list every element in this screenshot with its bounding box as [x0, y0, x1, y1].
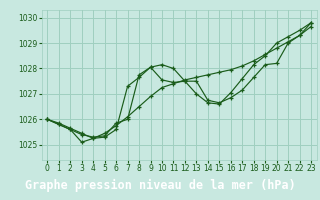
Text: Graphe pression niveau de la mer (hPa): Graphe pression niveau de la mer (hPa) [25, 179, 295, 192]
